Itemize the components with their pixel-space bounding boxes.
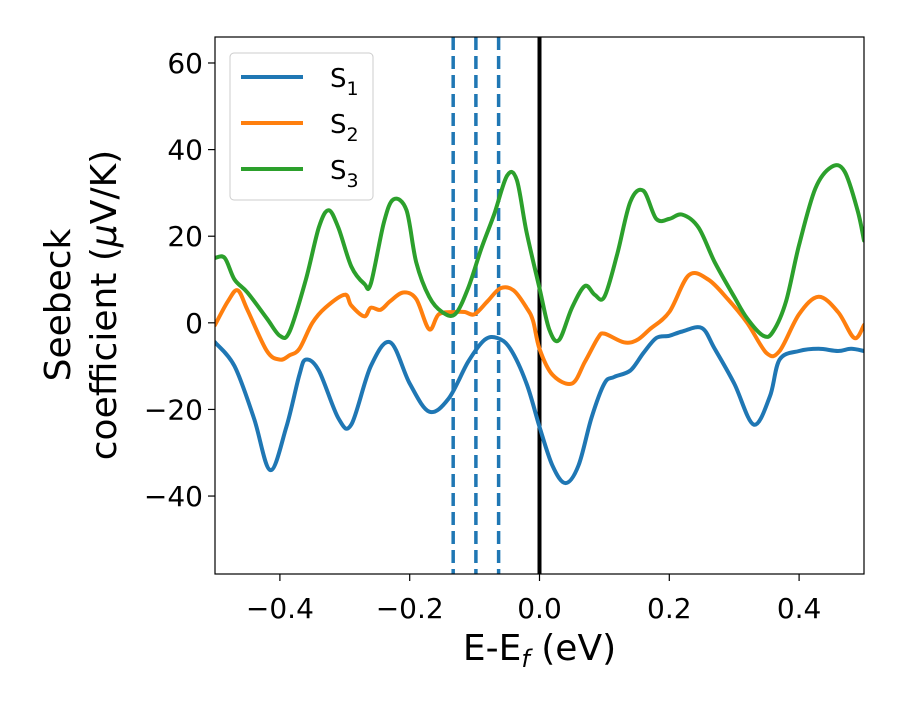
x-axis-title-suffix: (eV) <box>530 628 616 669</box>
y-axis-title-line2: coefficient (μV/K) <box>84 150 125 460</box>
legend-label-sub: 2 <box>347 124 359 146</box>
legend-label-sub: 1 <box>347 78 359 100</box>
x-axis-title: E-Ef (eV) <box>463 628 616 673</box>
y-tick-label: 40 <box>167 134 203 167</box>
legend-label-s2: S2 <box>330 110 359 146</box>
series-lines <box>215 163 864 486</box>
x-axis-title-main: E-E <box>463 628 521 669</box>
y-tick-label: −20 <box>144 393 203 426</box>
legend-label-main: S <box>330 64 347 94</box>
legend-label-s1: S1 <box>330 64 359 100</box>
y-axis-title: Seebeck coefficient (μV/K) <box>38 150 125 460</box>
reference-lines <box>451 37 542 574</box>
y-tick-label: −40 <box>144 480 203 513</box>
y-axis-title-mu: μ <box>84 224 125 248</box>
x-axis-ticks: −0.4 −0.2 0.0 0.2 0.4 <box>246 574 821 625</box>
x-tick-label: 0.2 <box>647 592 692 625</box>
x-tick-label: −0.4 <box>246 592 314 625</box>
legend-box <box>229 52 374 201</box>
legend-label-main: S <box>330 156 347 186</box>
series-line-s1 <box>215 325 864 486</box>
y-axis-title-line1: Seebeck <box>38 228 79 381</box>
series-line-s2 <box>215 271 864 386</box>
legend-label-s3: S3 <box>330 156 359 192</box>
y-tick-label: 60 <box>167 47 203 80</box>
y-axis-title-line2-suffix: V/K) <box>84 150 125 224</box>
series-line-s3 <box>215 163 864 344</box>
y-tick-label: 0 <box>185 307 203 340</box>
x-tick-label: −0.2 <box>376 592 444 625</box>
legend-label-sub: 3 <box>347 170 359 192</box>
legend-label-main: S <box>330 110 347 140</box>
y-axis-ticks: −40 −20 0 20 40 60 <box>144 47 215 513</box>
y-tick-label: 20 <box>167 220 203 253</box>
x-tick-label: 0.0 <box>517 592 562 625</box>
x-tick-label: 0.4 <box>777 592 822 625</box>
y-axis-title-line2-prefix: coefficient ( <box>84 247 125 460</box>
